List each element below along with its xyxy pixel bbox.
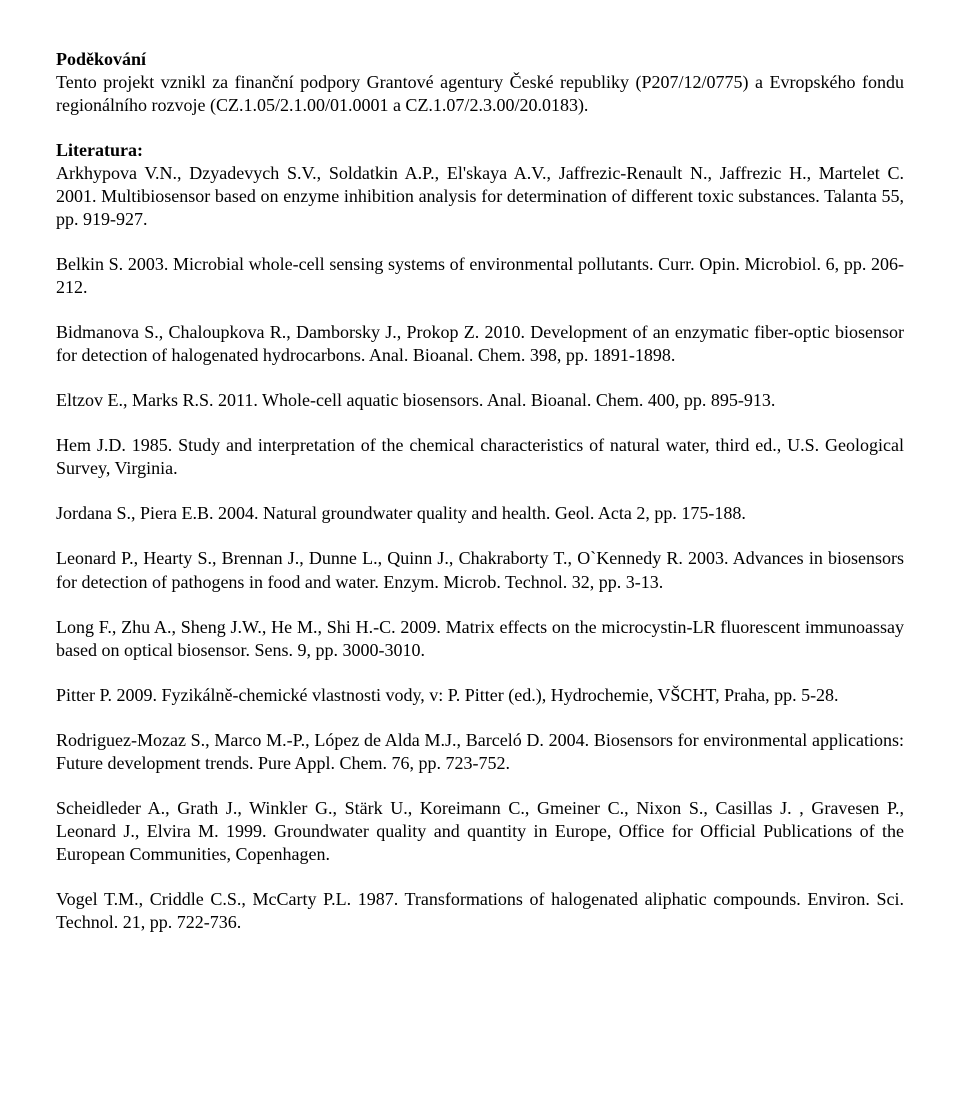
ack-text: Tento projekt vznikl za finanční podpory… bbox=[56, 72, 904, 115]
reference-item: Eltzov E., Marks R.S. 2011. Whole-cell a… bbox=[56, 389, 904, 412]
reference-item: Vogel T.M., Criddle C.S., McCarty P.L. 1… bbox=[56, 888, 904, 934]
reference-item: Hem J.D. 1985. Study and interpretation … bbox=[56, 434, 904, 480]
reference-item: Scheidleder A., Grath J., Winkler G., St… bbox=[56, 797, 904, 866]
reference-item: Bidmanova S., Chaloupkova R., Damborsky … bbox=[56, 321, 904, 367]
reference-item: Long F., Zhu A., Sheng J.W., He M., Shi … bbox=[56, 616, 904, 662]
literature-heading: Literatura: bbox=[56, 140, 143, 160]
acknowledgement-block: Poděkování Tento projekt vznikl za finan… bbox=[56, 48, 904, 117]
reference-item: Jordana S., Piera E.B. 2004. Natural gro… bbox=[56, 502, 904, 525]
reference-item: Rodriguez-Mozaz S., Marco M.-P., López d… bbox=[56, 729, 904, 775]
acknowledgement-paragraph: Poděkování Tento projekt vznikl za finan… bbox=[56, 48, 904, 117]
reference-item: Pitter P. 2009. Fyzikálně-chemické vlast… bbox=[56, 684, 904, 707]
ack-heading: Poděkování bbox=[56, 49, 146, 69]
reference-item: Arkhypova V.N., Dzyadevych S.V., Soldatk… bbox=[56, 162, 904, 231]
literature-heading-paragraph: Literatura: bbox=[56, 139, 904, 162]
reference-item: Leonard P., Hearty S., Brennan J., Dunne… bbox=[56, 547, 904, 593]
reference-item: Belkin S. 2003. Microbial whole-cell sen… bbox=[56, 253, 904, 299]
